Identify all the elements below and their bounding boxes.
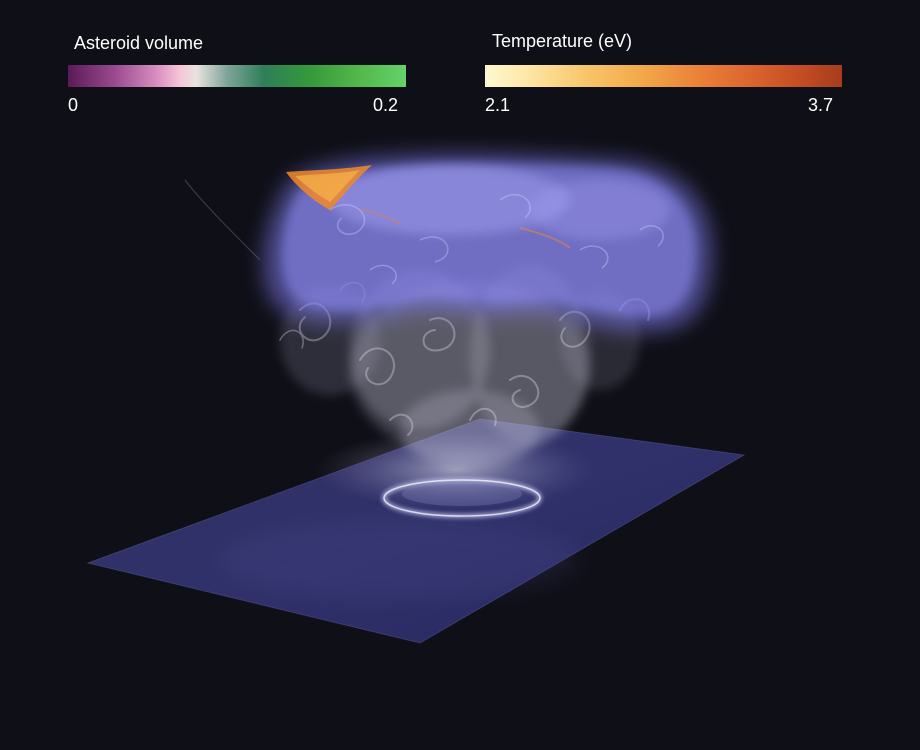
impact-crater: [382, 478, 542, 518]
temperature-min-label: 2.1: [485, 95, 511, 115]
asteroid-volume-max-label: 0.2: [373, 95, 399, 115]
asteroid-volume-min-label: 0: [68, 95, 79, 115]
asteroid-volume-colorbar: [68, 65, 406, 87]
hot-plasma-region: [286, 165, 571, 249]
temperature-title: Temperature (eV): [492, 31, 633, 51]
asteroid-volume-title: Asteroid volume: [74, 33, 204, 53]
impact-simulation-render: [86, 154, 746, 644]
temperature-max-label: 3.7: [808, 95, 834, 115]
ejecta-trail: [184, 179, 261, 261]
plume-cap: [263, 154, 713, 333]
temperature-colorbar: [485, 65, 842, 87]
